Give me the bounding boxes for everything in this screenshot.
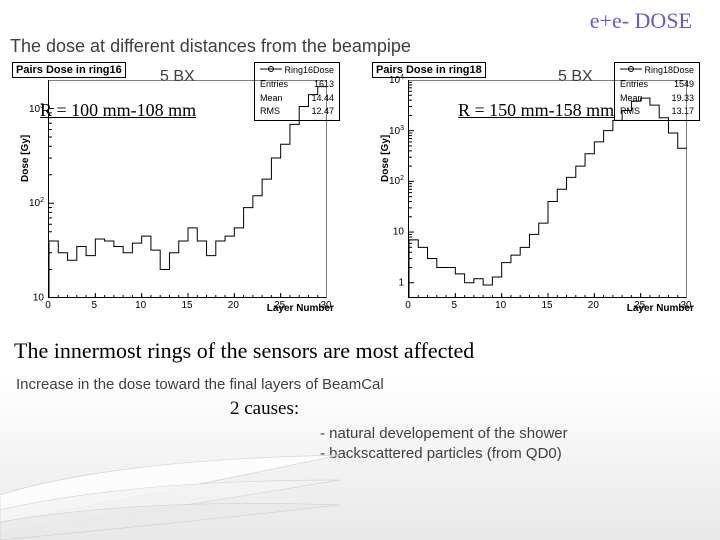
cause-2: - backscattered particles (from QD0) (320, 444, 568, 464)
cause-list: - natural developement of the shower - b… (320, 424, 568, 463)
dose-header: e+e- DOSE (590, 8, 692, 34)
xtick: 25 (274, 300, 285, 311)
xtick: 20 (588, 300, 599, 311)
ytick: 102 (380, 175, 404, 187)
xtick: 15 (541, 300, 552, 311)
right-legend: Ring18Dose (644, 65, 694, 75)
ytick: 103 (380, 125, 404, 137)
marker-icon (620, 65, 642, 77)
swoosh-decoration (0, 450, 340, 540)
xtick: 30 (680, 300, 691, 311)
left-r-label: R = 100 mm-108 mm (40, 100, 196, 121)
ytick: 10 (20, 293, 44, 304)
cause-1: - natural developement of the shower (320, 424, 568, 444)
xtick: 5 (92, 300, 98, 311)
page-title: The dose at different distances from the… (10, 36, 411, 57)
ytick: 10 (380, 227, 404, 238)
xtick: 0 (405, 300, 411, 311)
left-chart-title: Pairs Dose in ring16 (12, 62, 126, 78)
left-bx: 5 BX (160, 68, 195, 86)
xtick: 15 (181, 300, 192, 311)
xtick: 0 (45, 300, 51, 311)
footer-main: The innermost rings of the sensors are m… (14, 338, 474, 364)
ytick: 1 (380, 277, 404, 288)
left-legend: Ring16Dose (284, 65, 334, 75)
ytick: 104 (380, 74, 404, 86)
causes-label: 2 causes: (230, 398, 299, 420)
ytick: 102 (20, 197, 44, 209)
footer-increase: Increase in the dose toward the final la… (16, 376, 384, 393)
left-ylabel: Dose [Gy] (20, 135, 31, 182)
xtick: 25 (634, 300, 645, 311)
marker-icon (260, 65, 282, 77)
xtick: 10 (495, 300, 506, 311)
xtick: 30 (320, 300, 331, 311)
right-r-label: R = 150 mm-158 mm (458, 100, 614, 121)
xtick: 5 (452, 300, 458, 311)
xtick: 10 (135, 300, 146, 311)
xtick: 20 (228, 300, 239, 311)
right-bx: 5 BX (558, 68, 593, 86)
